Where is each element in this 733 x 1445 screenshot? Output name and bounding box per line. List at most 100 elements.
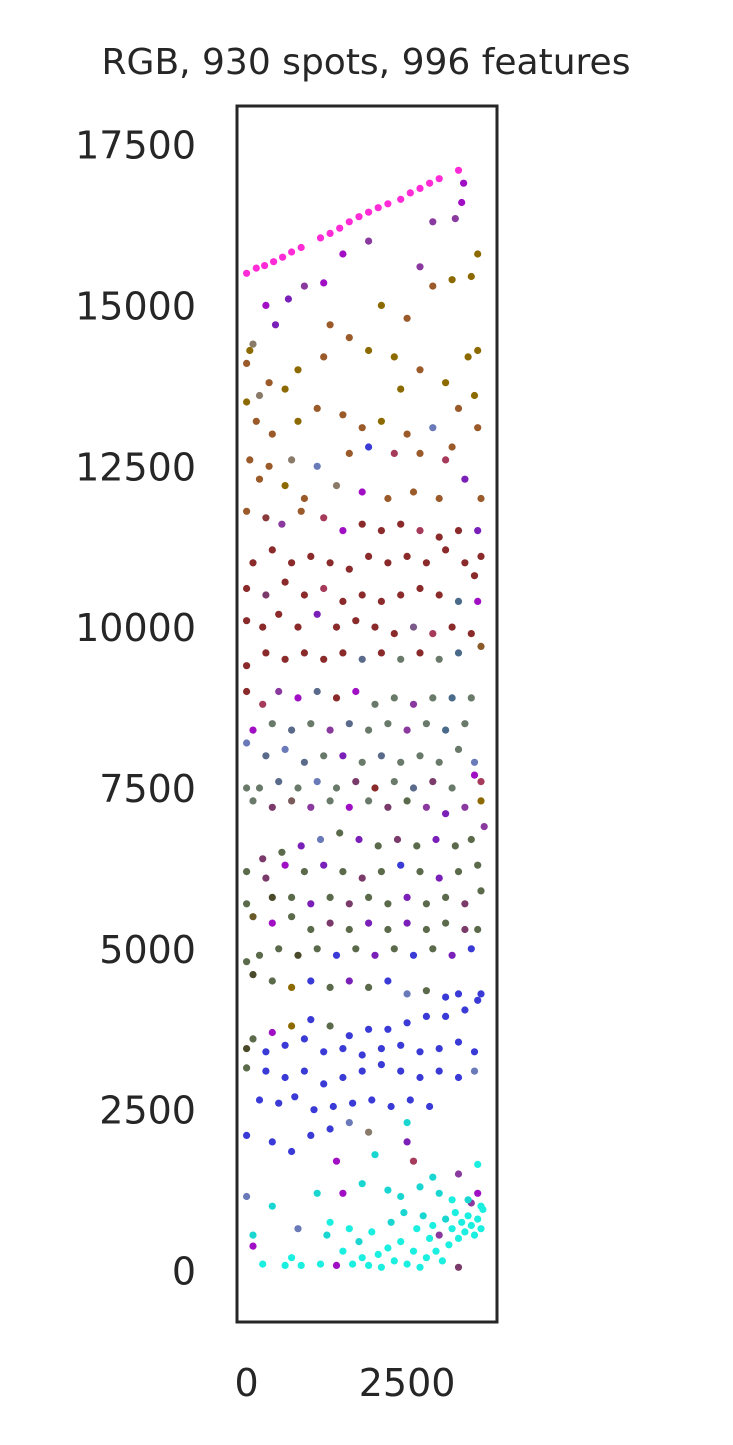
data-point <box>422 803 430 811</box>
data-point <box>345 1032 353 1040</box>
data-point <box>458 1218 466 1226</box>
data-point <box>320 752 328 760</box>
data-point <box>387 1218 395 1226</box>
data-point <box>332 623 341 631</box>
data-point <box>332 784 341 792</box>
data-point <box>270 258 278 266</box>
data-point <box>384 803 392 811</box>
data-point <box>313 404 321 412</box>
data-point <box>454 1234 463 1242</box>
data-point <box>243 1131 251 1139</box>
data-point <box>339 1189 347 1197</box>
data-point <box>288 1022 296 1030</box>
data-point <box>365 919 373 927</box>
data-point <box>409 700 418 708</box>
data-point <box>288 559 296 567</box>
data-point <box>448 623 456 631</box>
data-point <box>243 900 251 908</box>
data-point <box>326 983 334 992</box>
data-point <box>413 842 421 850</box>
data-point <box>377 417 385 425</box>
data-point <box>390 630 398 638</box>
y-tick-label: 15000 <box>75 284 196 328</box>
data-point <box>252 417 260 425</box>
data-point <box>416 752 424 760</box>
data-point <box>275 778 283 786</box>
data-point <box>377 301 385 309</box>
data-point <box>384 720 392 728</box>
data-point <box>307 552 315 561</box>
data-point <box>288 726 296 734</box>
data-point <box>454 1170 463 1178</box>
data-point <box>377 1263 385 1271</box>
y-tick-label: 17500 <box>75 124 196 168</box>
data-point <box>249 340 257 348</box>
data-point <box>275 945 283 953</box>
data-point <box>467 1221 475 1230</box>
data-point <box>358 874 366 882</box>
data-point <box>435 175 443 183</box>
data-point <box>432 835 440 844</box>
data-point <box>278 848 286 856</box>
data-point <box>243 662 251 670</box>
data-point <box>294 694 302 702</box>
data-point <box>454 1073 463 1082</box>
data-point <box>268 1138 276 1146</box>
data-point <box>365 893 373 902</box>
data-point <box>281 745 289 754</box>
data-point <box>435 533 443 541</box>
data-point <box>477 1225 485 1233</box>
data-point <box>461 720 469 728</box>
data-point <box>416 366 424 374</box>
data-point <box>358 424 366 432</box>
data-point <box>332 1261 341 1269</box>
data-point <box>454 404 463 412</box>
data-point <box>326 1218 334 1226</box>
data-point <box>442 810 450 818</box>
data-point <box>243 1064 251 1072</box>
data-point <box>339 649 347 657</box>
data-point <box>448 1225 456 1233</box>
data-point <box>409 1157 418 1165</box>
data-point <box>460 179 468 187</box>
data-point <box>271 321 280 329</box>
data-point <box>435 1231 443 1239</box>
data-point <box>326 321 334 329</box>
data-point <box>454 1263 463 1271</box>
data-point <box>281 578 289 586</box>
data-point <box>454 527 463 535</box>
data-point <box>358 488 366 496</box>
data-point <box>448 1196 456 1204</box>
data-point <box>397 758 405 766</box>
data-point <box>307 977 315 985</box>
data-point <box>358 1254 366 1262</box>
data-point <box>358 1180 366 1188</box>
data-point <box>339 1045 347 1053</box>
data-point <box>307 1131 315 1139</box>
data-point <box>297 507 305 515</box>
data-point <box>358 655 366 663</box>
data-point <box>397 861 405 869</box>
data-point <box>467 694 475 702</box>
data-point <box>268 1202 276 1210</box>
data-point <box>384 977 392 985</box>
data-point <box>477 990 485 998</box>
data-point <box>332 1157 341 1165</box>
data-point <box>377 868 385 876</box>
data-point <box>307 720 315 728</box>
data-point <box>458 198 466 207</box>
data-point <box>365 726 373 734</box>
data-point <box>294 1225 302 1233</box>
data-point <box>377 649 385 657</box>
data-point <box>355 835 363 844</box>
data-point <box>313 610 321 618</box>
data-point <box>345 1119 353 1127</box>
x-tick-label: 0 <box>235 1361 259 1405</box>
data-point <box>249 971 257 979</box>
data-point <box>275 610 283 618</box>
data-point <box>477 642 485 651</box>
data-point <box>255 951 264 959</box>
data-point <box>477 778 485 786</box>
data-point <box>384 1186 392 1194</box>
